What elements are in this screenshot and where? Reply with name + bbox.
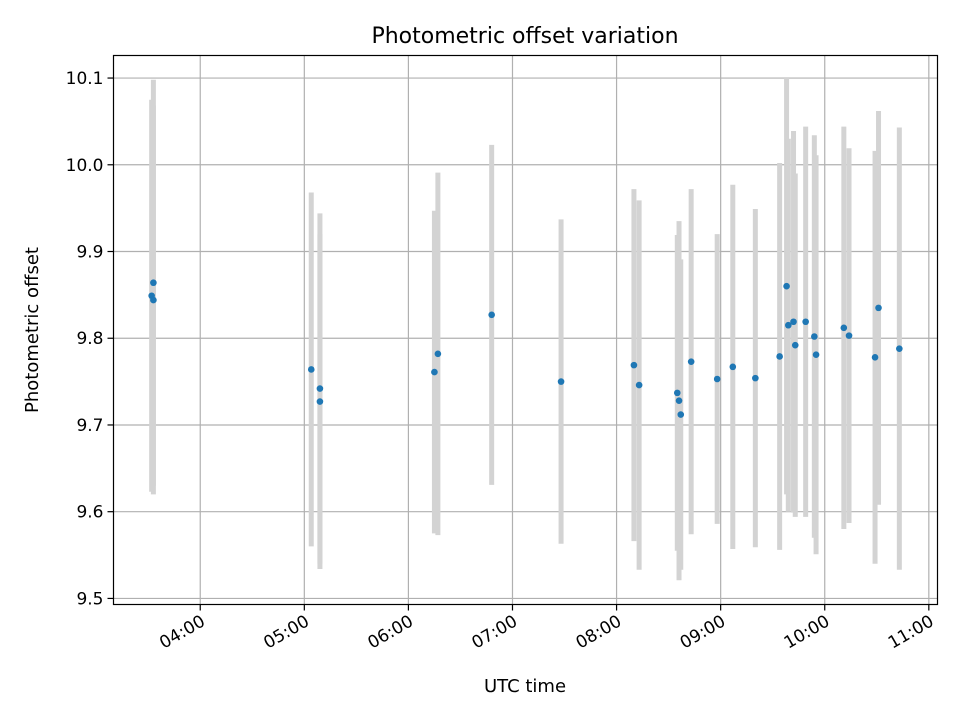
y-tick-label: 9.7 [76, 416, 103, 436]
data-point [316, 398, 324, 405]
y-axis-label: Photometric offset [22, 247, 43, 413]
data-point [673, 389, 681, 397]
y-tick-label: 9.8 [76, 329, 103, 349]
data-point [785, 321, 792, 329]
data-point [635, 381, 643, 389]
data-point [811, 333, 818, 340]
data-point [150, 296, 157, 304]
data-point [776, 353, 783, 360]
data-point [791, 341, 799, 349]
y-tick-label: 9.5 [76, 589, 103, 609]
y-tick-label: 9.9 [76, 243, 103, 263]
y-tick-label: 9.6 [76, 503, 103, 523]
x-axis-ticks: 04:00 05:00 06:00 07:00 08:00 09:00 10:00 11:00 [156, 604, 937, 654]
data-point [783, 282, 790, 290]
data-point [729, 363, 737, 371]
data-points [148, 279, 903, 418]
x-tick-label: 07:00 [469, 612, 521, 654]
data-point [840, 324, 848, 332]
data-point [316, 385, 324, 392]
x-tick-label: 09:00 [677, 612, 729, 654]
x-tick-label: 04:00 [156, 612, 208, 654]
y-tick-label: 10.0 [66, 156, 104, 176]
data-point [307, 366, 315, 373]
x-tick-label: 08:00 [573, 612, 625, 654]
data-point [675, 397, 683, 404]
data-point [431, 368, 438, 376]
data-point [434, 350, 442, 358]
data-point [812, 351, 820, 359]
data-point [752, 374, 759, 382]
x-tick-label: 05:00 [260, 612, 312, 654]
x-tick-label: 10:00 [781, 612, 833, 654]
plot-frame [112, 54, 939, 606]
data-point [875, 304, 882, 312]
x-axis-label: UTC time [484, 676, 566, 697]
data-point [677, 411, 685, 418]
y-axis-ticks: 9.5 9.6 9.7 9.8 9.9 10.0 10.1 [66, 69, 114, 609]
data-point [713, 375, 721, 383]
data-point [845, 332, 853, 339]
x-tick-label: 11:00 [885, 612, 937, 654]
x-tick-label: 06:00 [364, 612, 416, 654]
chart-title: Photometric offset variation [371, 24, 678, 49]
data-point [802, 318, 809, 326]
data-point [150, 279, 157, 287]
data-point [896, 345, 903, 352]
data-point [488, 311, 495, 319]
y-tick-label: 10.1 [66, 69, 104, 89]
data-point [630, 361, 638, 369]
grid [113, 55, 938, 605]
data-point [790, 318, 797, 326]
data-point [557, 378, 565, 385]
data-point [871, 354, 879, 361]
data-point [687, 358, 695, 365]
error-bars [149, 78, 902, 581]
